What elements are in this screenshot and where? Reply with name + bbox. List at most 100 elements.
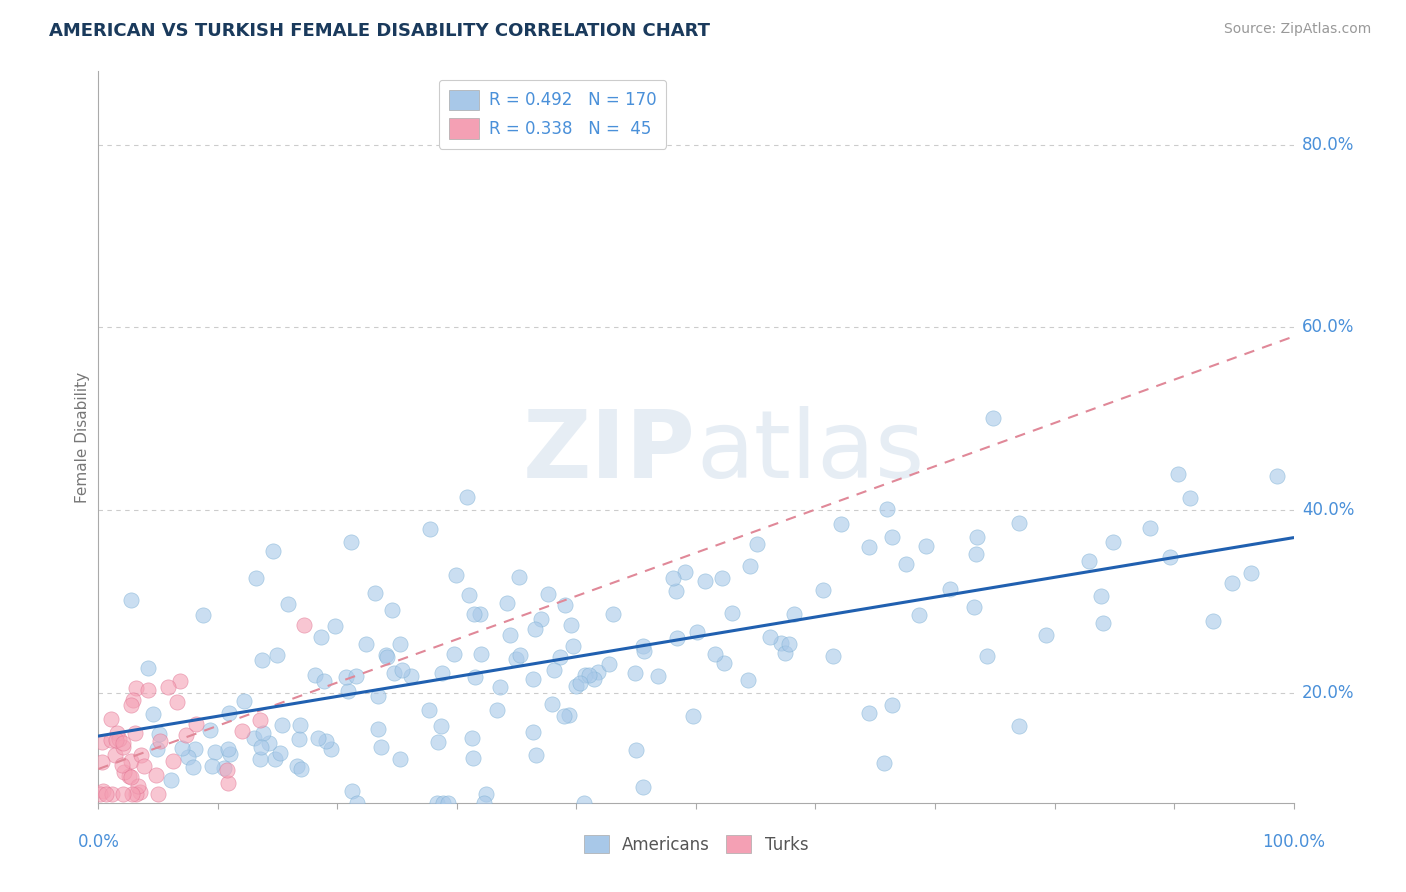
- Point: [217, 741, 239, 756]
- Point: [217, 776, 239, 790]
- Text: AMERICAN VS TURKISH FEMALE DISABILITY CORRELATION CHART: AMERICAN VS TURKISH FEMALE DISABILITY CO…: [49, 22, 710, 40]
- Point: [335, 670, 357, 684]
- Point: [631, 780, 654, 794]
- Point: [346, 796, 368, 810]
- Point: [437, 796, 460, 810]
- Point: [554, 598, 576, 612]
- Point: [337, 684, 360, 698]
- Point: [496, 596, 519, 610]
- Point: [217, 763, 239, 777]
- Point: [125, 787, 148, 801]
- Point: [548, 649, 571, 664]
- Point: [965, 547, 987, 561]
- Point: [250, 653, 273, 667]
- Point: [245, 571, 267, 585]
- Point: [277, 597, 299, 611]
- Point: [124, 726, 146, 740]
- Point: [522, 724, 544, 739]
- Point: [340, 784, 363, 798]
- Point: [1008, 516, 1031, 530]
- Point: [142, 706, 165, 721]
- Point: [553, 708, 575, 723]
- Point: [269, 746, 291, 760]
- Point: [112, 765, 135, 780]
- Point: [426, 796, 449, 810]
- Point: [375, 648, 398, 663]
- Legend: Americans, Turks: Americans, Turks: [576, 829, 815, 860]
- Point: [740, 559, 762, 574]
- Point: [104, 732, 127, 747]
- Point: [391, 664, 413, 678]
- Point: [94, 787, 117, 801]
- Point: [121, 787, 143, 801]
- Point: [249, 752, 271, 766]
- Point: [682, 709, 704, 723]
- Point: [112, 787, 135, 801]
- Text: 80.0%: 80.0%: [1302, 136, 1354, 153]
- Point: [721, 606, 744, 620]
- Point: [558, 707, 581, 722]
- Point: [1220, 576, 1243, 591]
- Text: 100.0%: 100.0%: [1263, 833, 1324, 851]
- Point: [530, 612, 553, 626]
- Point: [976, 649, 998, 664]
- Point: [880, 698, 903, 713]
- Point: [145, 768, 167, 782]
- Point: [344, 669, 367, 683]
- Point: [354, 637, 377, 651]
- Point: [388, 752, 411, 766]
- Point: [315, 734, 337, 748]
- Point: [156, 680, 179, 694]
- Point: [624, 743, 647, 757]
- Point: [522, 672, 544, 686]
- Point: [963, 599, 986, 614]
- Point: [136, 683, 159, 698]
- Point: [583, 672, 606, 686]
- Point: [1139, 521, 1161, 535]
- Point: [91, 784, 114, 798]
- Point: [243, 731, 266, 746]
- Point: [586, 665, 609, 679]
- Text: 60.0%: 60.0%: [1302, 318, 1354, 336]
- Point: [769, 636, 792, 650]
- Point: [598, 657, 620, 672]
- Point: [939, 582, 962, 597]
- Point: [112, 736, 135, 750]
- Point: [830, 517, 852, 532]
- Point: [647, 669, 669, 683]
- Point: [882, 530, 904, 544]
- Point: [915, 539, 938, 553]
- Point: [896, 558, 918, 572]
- Point: [1159, 550, 1181, 565]
- Point: [665, 631, 688, 645]
- Point: [633, 644, 655, 658]
- Point: [578, 668, 600, 682]
- Point: [560, 618, 582, 632]
- Point: [160, 772, 183, 787]
- Point: [464, 670, 486, 684]
- Point: [250, 740, 273, 755]
- Point: [111, 740, 134, 755]
- Point: [249, 713, 271, 727]
- Point: [136, 660, 159, 674]
- Point: [367, 723, 389, 737]
- Point: [505, 652, 527, 666]
- Point: [370, 740, 392, 755]
- Point: [290, 762, 312, 776]
- Point: [873, 756, 896, 770]
- Point: [811, 582, 834, 597]
- Point: [162, 754, 184, 768]
- Y-axis label: Female Disability: Female Disability: [75, 371, 90, 503]
- Point: [1202, 614, 1225, 628]
- Point: [100, 732, 122, 747]
- Point: [218, 747, 240, 762]
- Point: [309, 630, 332, 644]
- Point: [186, 717, 208, 731]
- Point: [181, 759, 204, 773]
- Point: [214, 761, 236, 775]
- Point: [101, 787, 124, 801]
- Point: [252, 726, 274, 740]
- Point: [569, 676, 592, 690]
- Point: [572, 796, 595, 810]
- Point: [287, 731, 309, 746]
